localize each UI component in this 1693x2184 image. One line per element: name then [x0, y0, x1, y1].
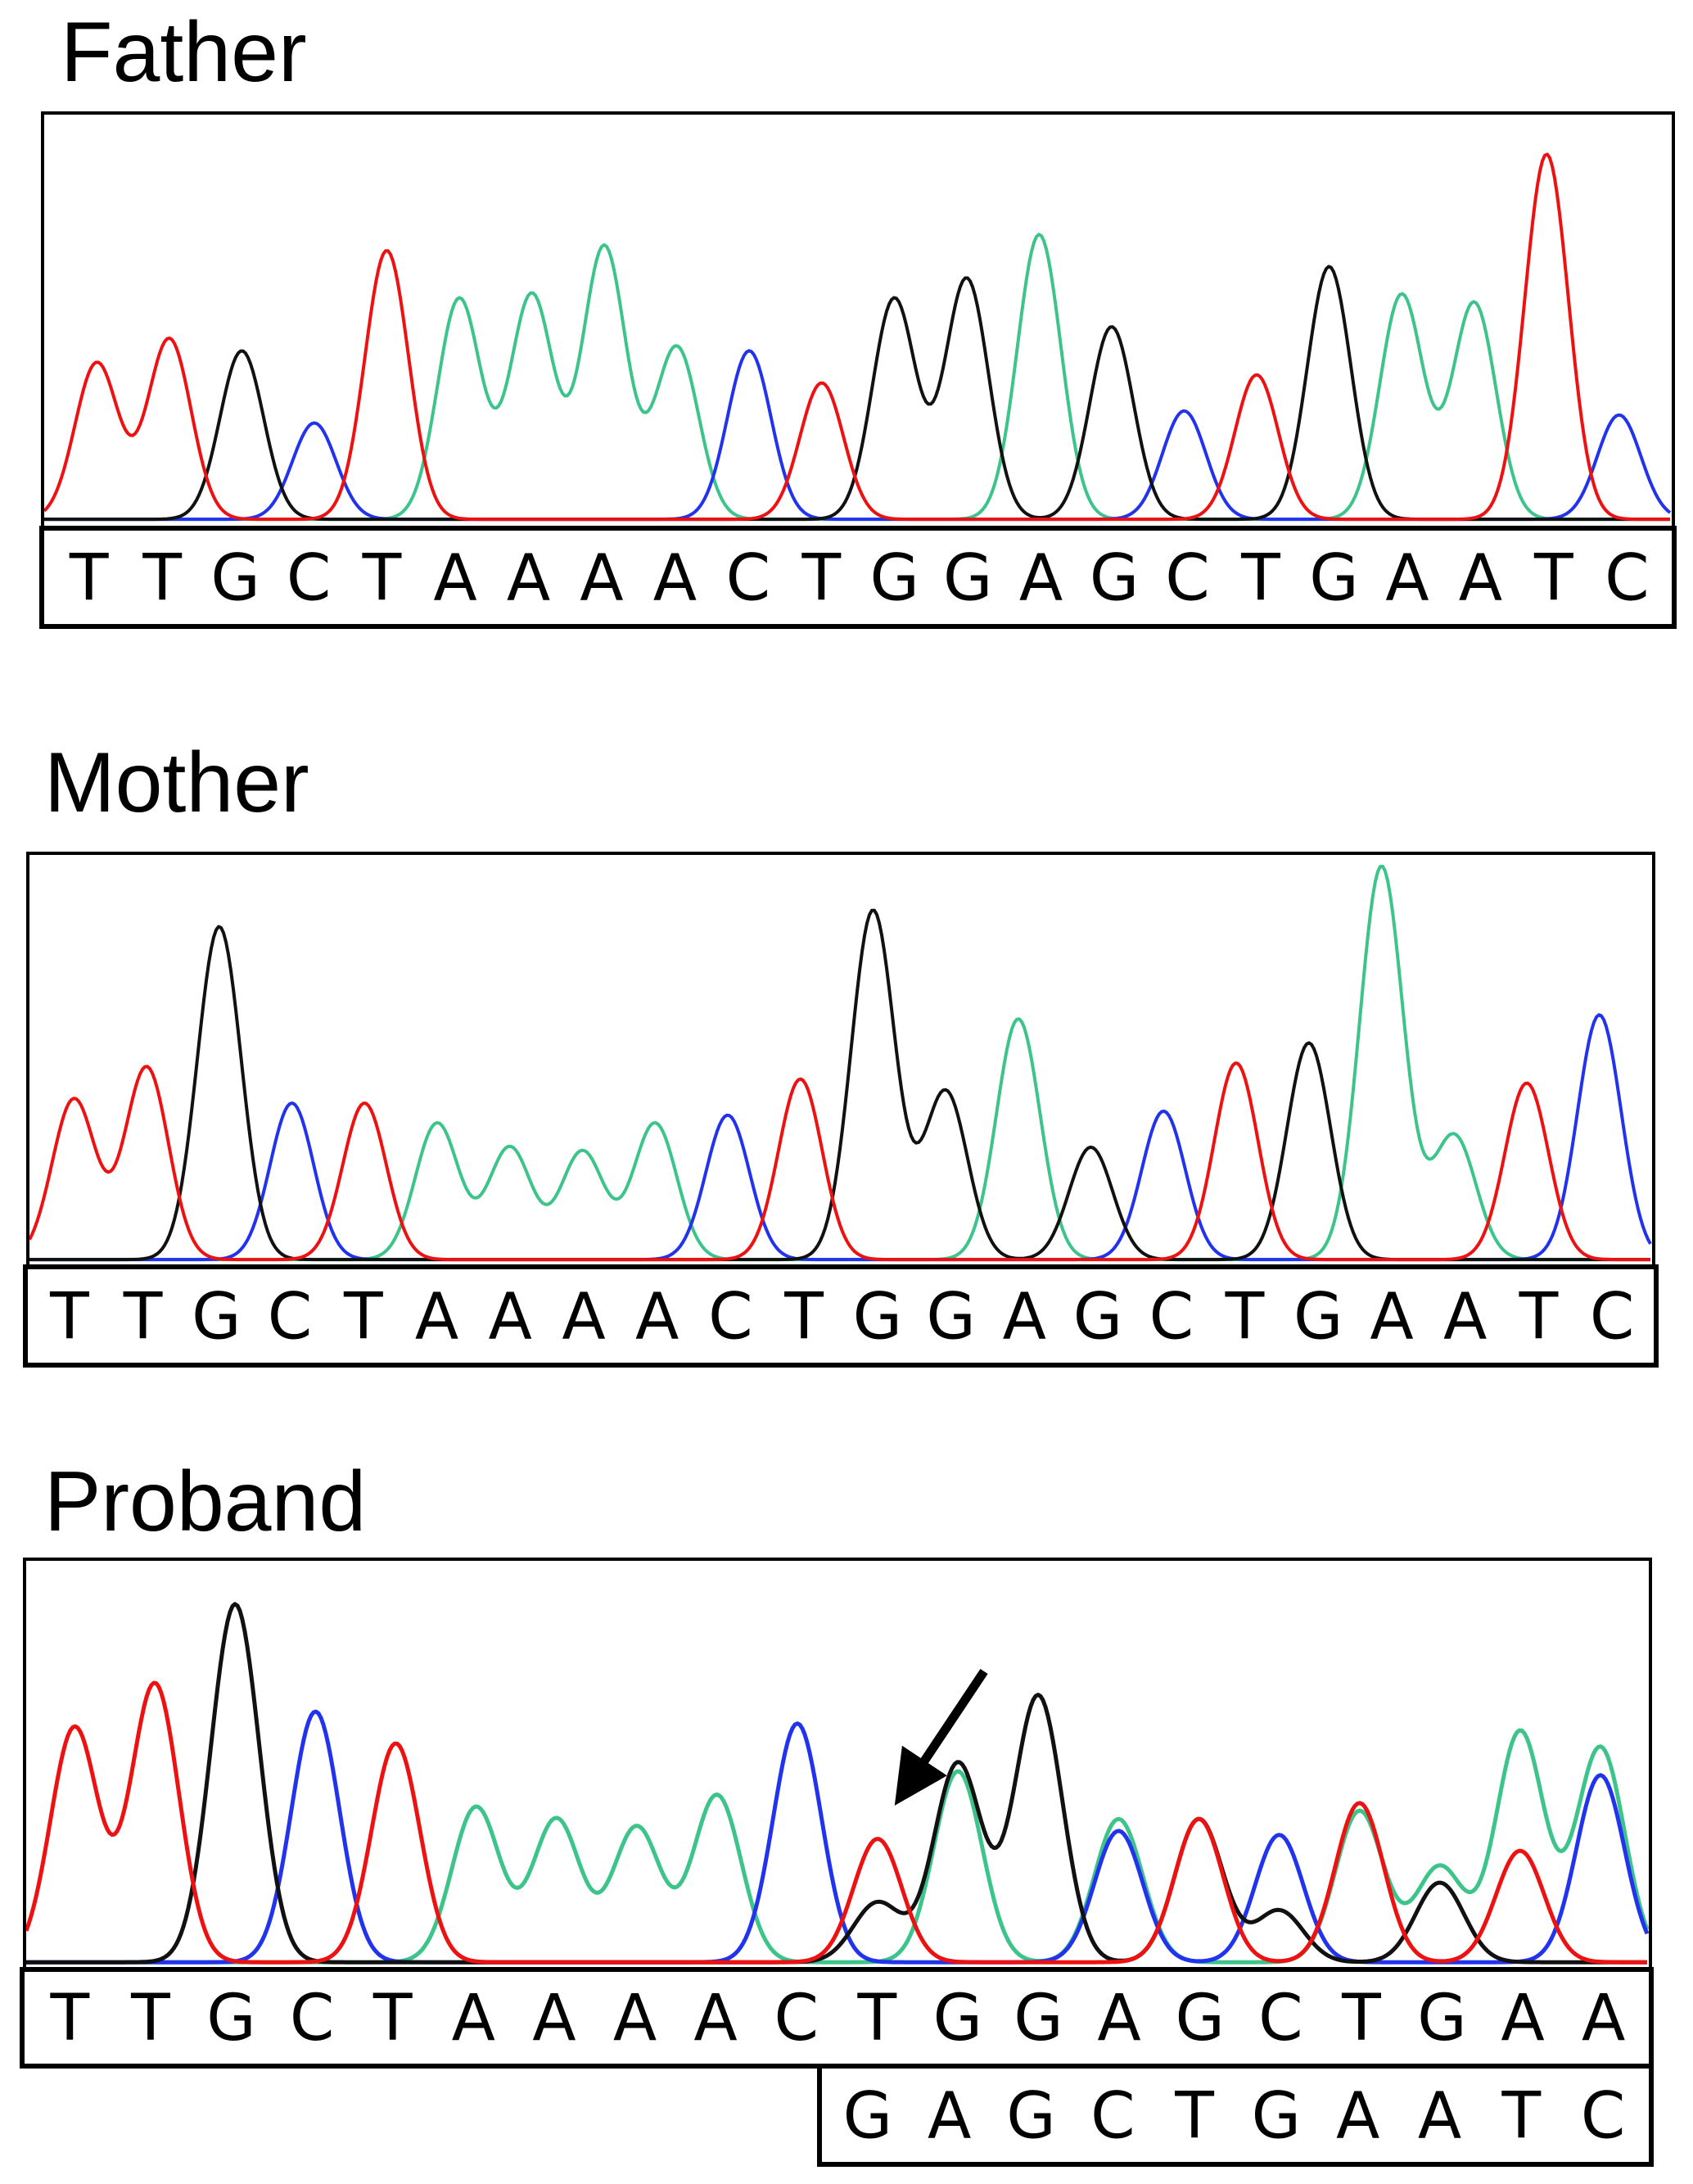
base-call: T — [1240, 541, 1280, 615]
base-call: A — [693, 1982, 737, 2055]
base-call: A — [1003, 1280, 1046, 1354]
base-call: C — [1581, 2079, 1625, 2153]
father-chromatogram — [41, 111, 1675, 529]
base-call: G — [1252, 2079, 1301, 2153]
base-call: T — [801, 541, 841, 615]
base-call: G — [869, 541, 919, 615]
father-trace-T — [44, 152, 1670, 522]
father-title: Father — [61, 5, 307, 100]
base-call: T — [69, 541, 109, 615]
base-call: A — [653, 541, 697, 615]
proband-trace-svg — [26, 1602, 1649, 1965]
father-trace-svg — [44, 152, 1672, 522]
base-call: C — [726, 541, 770, 615]
base-call: T — [1533, 541, 1573, 615]
base-call: C — [290, 1982, 334, 2055]
proband-chromatogram — [23, 1558, 1652, 1972]
base-call: A — [1418, 2079, 1461, 2153]
base-call: A — [1459, 541, 1502, 615]
base-call: T — [362, 541, 402, 615]
base-call: G — [943, 541, 992, 615]
mother-title: Mother — [44, 735, 309, 830]
base-call: T — [343, 1280, 383, 1354]
base-call: A — [635, 1280, 679, 1354]
base-call: G — [1090, 541, 1139, 615]
base-call: A — [433, 541, 476, 615]
base-call: G — [1309, 541, 1358, 615]
base-call: T — [1174, 2079, 1214, 2153]
mother-trace-T — [29, 1061, 1650, 1262]
base-call: G — [926, 1280, 975, 1354]
base-call: T — [783, 1280, 824, 1354]
base-call: C — [1605, 541, 1649, 615]
base-call: A — [928, 2079, 971, 2153]
base-call: G — [1293, 1280, 1343, 1354]
base-call: A — [1336, 2079, 1379, 2153]
base-call: G — [1006, 2079, 1055, 2153]
base-call: T — [372, 1982, 413, 2055]
mother-chromatogram — [26, 852, 1655, 1269]
base-call: C — [1149, 1280, 1194, 1354]
mother-trace-svg — [29, 865, 1652, 1262]
base-call: A — [613, 1982, 657, 2055]
base-call: G — [210, 541, 260, 615]
base-call: A — [1385, 541, 1429, 615]
base-call: C — [774, 1982, 818, 2055]
base-call: A — [415, 1280, 458, 1354]
base-call: C — [1090, 2079, 1135, 2153]
mother-trace-A — [29, 865, 1650, 1262]
base-call: G — [843, 2079, 892, 2153]
base-call: A — [1582, 1982, 1625, 2055]
base-call: T — [123, 1280, 163, 1354]
base-call: G — [206, 1982, 255, 2055]
base-call: C — [1590, 1280, 1634, 1354]
proband-title: Proband — [44, 1454, 367, 1549]
base-call: C — [1165, 541, 1209, 615]
base-call: C — [1258, 1982, 1302, 2055]
base-call: G — [192, 1280, 241, 1354]
base-call: G — [853, 1280, 902, 1354]
base-call: A — [1370, 1280, 1413, 1354]
base-call: T — [1225, 1280, 1265, 1354]
base-call: A — [452, 1982, 495, 2055]
base-call: A — [1501, 1982, 1544, 2055]
base-call: G — [1014, 1982, 1063, 2055]
base-call: A — [1097, 1982, 1140, 2055]
base-call: T — [1341, 1982, 1381, 2055]
proband-trace-T — [26, 1680, 1647, 1965]
base-call: A — [489, 1280, 532, 1354]
base-call: A — [507, 541, 550, 615]
base-call: C — [287, 541, 331, 615]
base-call: G — [1417, 1982, 1466, 2055]
base-call: G — [1175, 1982, 1224, 2055]
base-call: T — [130, 1982, 170, 2055]
base-call: T — [142, 541, 182, 615]
base-call: C — [708, 1280, 752, 1354]
base-call: A — [562, 1280, 605, 1354]
base-call: T — [856, 1982, 896, 2055]
base-call: T — [1519, 1280, 1559, 1354]
base-call: T — [49, 1982, 89, 2055]
base-call: C — [268, 1280, 312, 1354]
base-call: A — [532, 1982, 576, 2055]
proband-trace-C — [26, 1709, 1649, 1965]
base-call: A — [580, 541, 623, 615]
mother-trace-G — [29, 908, 1650, 1262]
base-call: G — [1073, 1280, 1122, 1354]
base-call: A — [1019, 541, 1063, 615]
base-call: T — [1501, 2079, 1541, 2153]
base-call: T — [49, 1280, 89, 1354]
proband-trace-G — [26, 1602, 1647, 1965]
base-call: A — [1443, 1280, 1487, 1354]
base-call: G — [933, 1982, 982, 2055]
